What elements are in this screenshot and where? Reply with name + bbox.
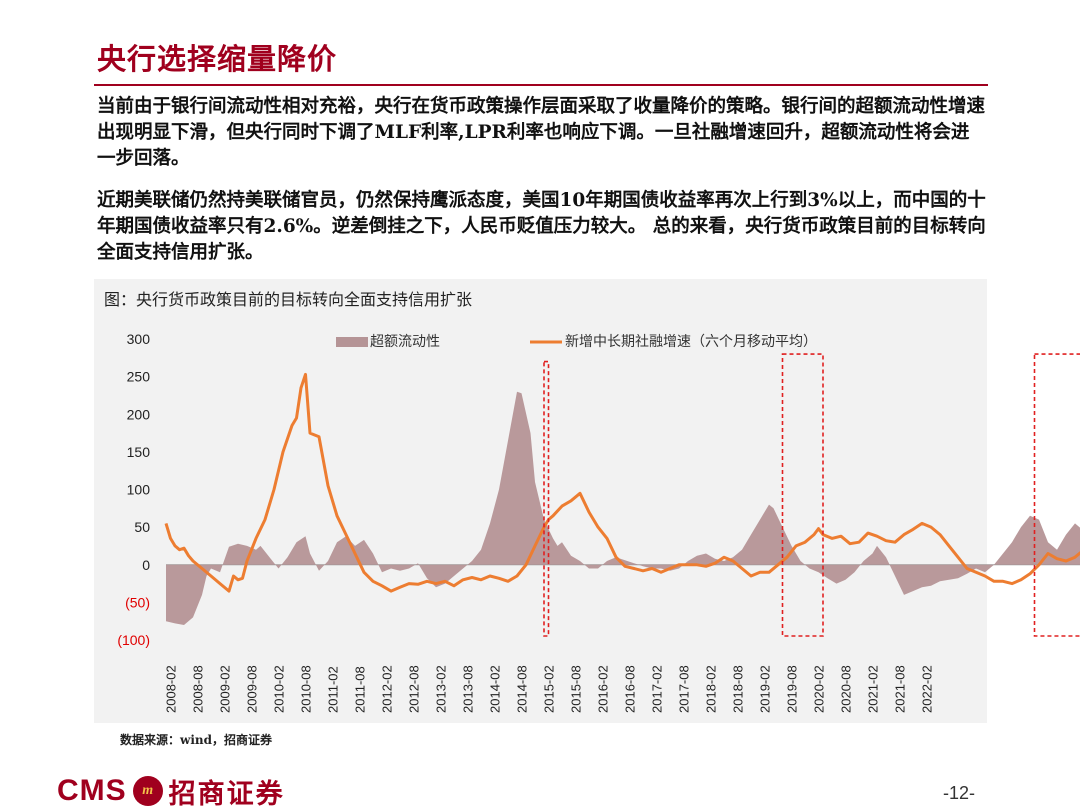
logo-emblem-icon: m [133, 776, 163, 806]
title-rule [94, 84, 988, 86]
company-logo: CMS m 招商证券 [57, 771, 285, 811]
chart-panel [94, 279, 987, 723]
slide-title: 央行选择缩量降价 [97, 36, 337, 78]
logo-cms-text: CMS [57, 774, 127, 808]
data-source: 数据来源：wind，招商证券 [120, 731, 272, 748]
highlight-box [1035, 354, 1080, 636]
logo-cn-text: 招商证券 [169, 772, 285, 811]
page-number: -12- [943, 783, 975, 804]
paragraph-1: 当前由于银行间流动性相对充裕，央行在货币政策操作层面采取了收量降价的策略。银行间… [97, 94, 987, 172]
paragraph-2: 近期美联储仍然持美联储官员，仍然保持鹰派态度，美国10年期国债收益率再次上行到3… [97, 188, 987, 266]
chart-caption: 图：央行货币政策目前的目标转向全面支持信用扩张 [104, 286, 472, 310]
